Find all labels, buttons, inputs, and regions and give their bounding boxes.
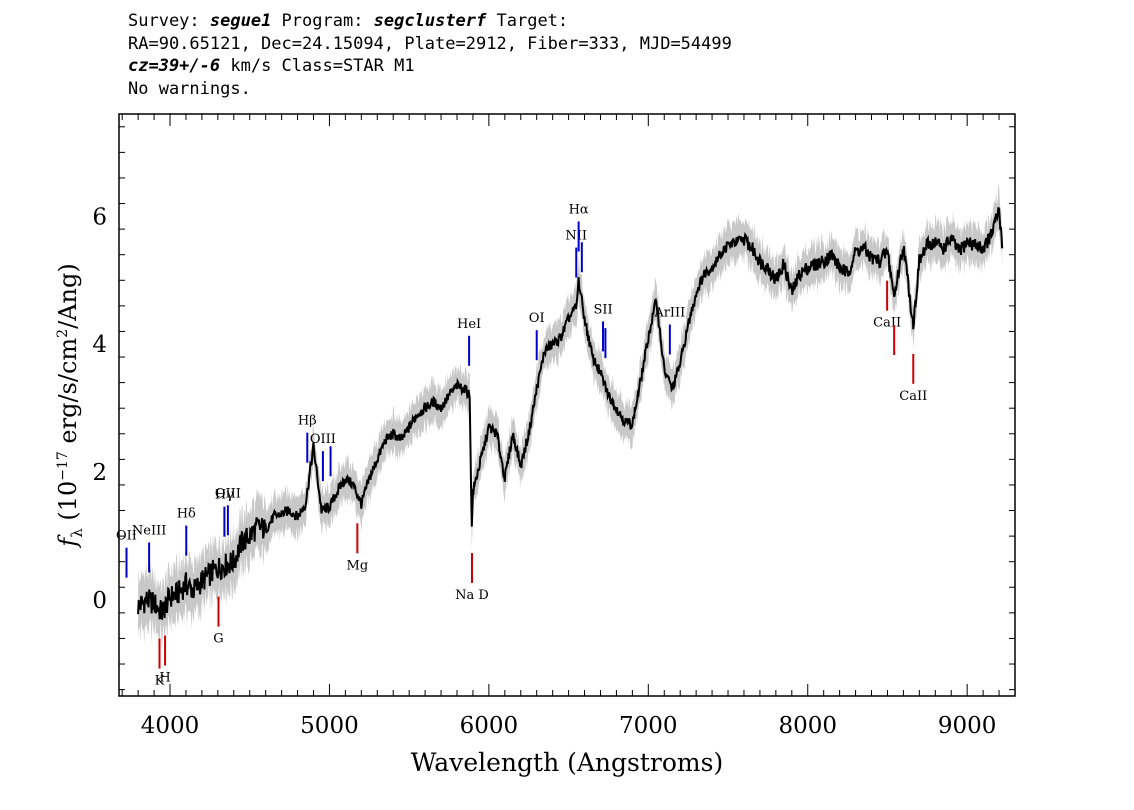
x-axis-label: Wavelength (Angstroms)	[411, 748, 723, 777]
program-name: segclusterf	[373, 11, 487, 31]
line-id-label: OIII	[215, 486, 241, 501]
x-tick-label: 7000	[619, 713, 678, 739]
line-id-label: Hα	[569, 203, 589, 218]
line-id-label: CaII	[873, 316, 901, 331]
line-id-label: NeIII	[132, 524, 166, 539]
y-tick-label: 6	[92, 204, 107, 230]
line-id-label: H	[159, 671, 170, 686]
header-line-warnings: No warnings.	[128, 78, 251, 99]
header-line-coordinates: RA=90.65121, Dec=24.15094, Plate=2912, F…	[128, 33, 732, 54]
flux-series	[137, 207, 1004, 621]
x-tick-label: 4000	[141, 713, 200, 739]
header-line-survey: Survey: segue1 Program: segclusterf Targ…	[128, 11, 569, 31]
y-axis-label: fλ (10−17 erg/s/cm2/Ang)	[54, 263, 86, 548]
line-id-label: Na D	[455, 588, 489, 603]
line-id-label: Hβ	[298, 414, 317, 429]
y-tick-label: 2	[92, 460, 107, 486]
line-id-label: HeI	[457, 317, 481, 332]
line-id-label: OII	[116, 529, 137, 544]
line-id-label: K	[155, 674, 165, 689]
svg-text:fλ (10−17 erg/s/cm2/Ang): fλ (10−17 erg/s/cm2/Ang)	[54, 263, 86, 548]
line-id-label: SII	[593, 302, 612, 317]
x-tick-label: 6000	[460, 713, 519, 739]
y-tick-label: 4	[92, 332, 107, 358]
line-id-label: OI	[529, 311, 545, 326]
header-line-redshift: cz=39+/-6 km/s Class=STAR M1	[128, 56, 415, 76]
line-id-label: Hγ	[215, 488, 234, 503]
line-id-label: G	[213, 632, 223, 647]
axis-ticks	[119, 114, 1016, 696]
line-id-label: Hδ	[177, 507, 196, 522]
line-id-label: OIII	[310, 432, 336, 447]
redshift-value: cz=39+/-6	[128, 56, 221, 76]
spectrum-header: Survey: segue1 Program: segclusterf Targ…	[128, 10, 732, 100]
line-id-label: Mg	[347, 558, 369, 573]
y-tick-label: 0	[92, 588, 107, 614]
line-id-label: ArIII	[653, 305, 685, 320]
x-tick-label: 5000	[300, 713, 359, 739]
flux-line	[137, 207, 1004, 621]
survey-name: segue1	[209, 11, 272, 31]
plot-frame	[118, 113, 1016, 697]
x-tick-label: 9000	[938, 713, 997, 739]
x-tick-label: 8000	[778, 713, 837, 739]
line-id-label: CaII	[899, 389, 927, 404]
line-id-label: NII	[565, 229, 587, 244]
tick-labels: 4000 5000 6000 7000 8000 9000 0 2 4 6	[92, 204, 996, 739]
